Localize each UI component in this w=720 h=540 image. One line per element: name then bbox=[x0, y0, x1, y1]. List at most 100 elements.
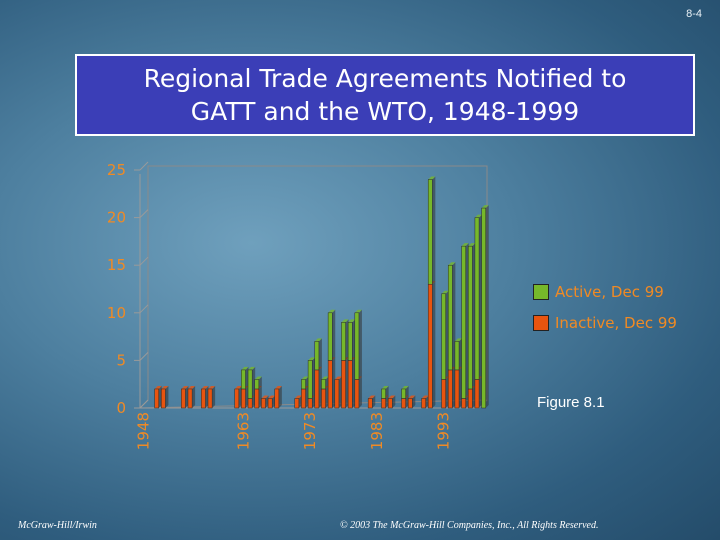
bar-active bbox=[321, 379, 326, 390]
bar-top-face bbox=[314, 338, 322, 342]
bar-side-face bbox=[258, 376, 262, 389]
bar-side-face bbox=[338, 376, 342, 408]
bar-top-face bbox=[428, 176, 436, 180]
bar-side-face bbox=[405, 395, 409, 408]
bar-top-face bbox=[248, 366, 256, 370]
bar-top-face bbox=[201, 385, 209, 389]
bar-active bbox=[347, 322, 353, 361]
bar-inactive bbox=[241, 388, 246, 409]
bar-active bbox=[301, 379, 306, 390]
figure-label: Figure 8.1 bbox=[537, 394, 605, 411]
legend-swatch-active bbox=[533, 284, 549, 300]
bar-top-face bbox=[207, 385, 216, 389]
bar-inactive bbox=[401, 398, 406, 409]
y-tick-label: 0 bbox=[116, 399, 126, 417]
bar-side-face bbox=[479, 376, 483, 408]
bar-inactive bbox=[321, 388, 326, 409]
y-tick-depth bbox=[139, 352, 149, 361]
bar-top-face bbox=[294, 395, 302, 399]
bar-side-face bbox=[432, 176, 436, 285]
bar-side-face bbox=[385, 395, 389, 408]
bar-top-face bbox=[381, 385, 389, 389]
bar-side-face bbox=[158, 385, 162, 408]
y-tick-depth bbox=[139, 399, 149, 409]
x-tick-label: 1993 bbox=[435, 412, 453, 450]
bar-side-face bbox=[352, 357, 356, 408]
bar-inactive bbox=[334, 379, 340, 409]
bar-inactive bbox=[247, 398, 253, 409]
bar-side-face bbox=[358, 309, 362, 380]
bar-top-face bbox=[454, 338, 463, 342]
bar-side-face bbox=[305, 376, 309, 389]
y-tick-label: 15 bbox=[107, 256, 126, 274]
bar-inactive bbox=[181, 388, 186, 409]
bar-top-face bbox=[401, 385, 409, 389]
bar-side-face bbox=[278, 385, 282, 408]
legend-label-inactive: Inactive, Dec 99 bbox=[555, 314, 677, 332]
bar-inactive bbox=[387, 398, 393, 409]
bar-inactive bbox=[154, 388, 160, 409]
bar-active bbox=[447, 264, 453, 371]
bar-top-face bbox=[468, 243, 476, 247]
bar-side-face bbox=[238, 385, 242, 408]
bar-side-face bbox=[392, 395, 396, 408]
bar-inactive bbox=[381, 398, 386, 409]
bar-side-face bbox=[325, 376, 329, 389]
bar-side-face bbox=[252, 366, 256, 399]
bar-active bbox=[461, 245, 466, 399]
bar-active bbox=[327, 312, 333, 361]
bar-side-face bbox=[432, 281, 436, 408]
bar-active bbox=[241, 369, 246, 390]
bar-active bbox=[341, 322, 346, 361]
bar-inactive bbox=[447, 369, 453, 409]
bar-inactive bbox=[461, 398, 466, 409]
bar-top-face bbox=[408, 395, 416, 399]
legend-label-active: Active, Dec 99 bbox=[555, 283, 664, 301]
bar-side-face bbox=[305, 385, 309, 408]
y-tick-label: 25 bbox=[107, 161, 126, 179]
bar-inactive bbox=[187, 388, 193, 409]
bar-side-face bbox=[459, 338, 463, 370]
legend-swatch-inactive bbox=[533, 315, 549, 331]
bar-active bbox=[467, 245, 473, 390]
bar-side-face bbox=[472, 385, 476, 408]
bar-side-face bbox=[405, 385, 409, 399]
y-tick-label: 5 bbox=[116, 351, 126, 369]
bar-active bbox=[427, 179, 433, 285]
bar-top-face bbox=[448, 262, 456, 266]
bar-top-face bbox=[161, 385, 169, 389]
bar-active bbox=[314, 341, 320, 371]
bar-top-face bbox=[181, 385, 189, 389]
bar-active bbox=[381, 388, 386, 399]
title-box: Regional Trade Agreements Notified to GA… bbox=[75, 54, 695, 136]
bar-top-face bbox=[388, 395, 396, 399]
bar-side-face bbox=[358, 376, 362, 408]
bar-top-face bbox=[348, 319, 356, 323]
footer-publisher: McGraw-Hill/Irwin bbox=[18, 520, 97, 531]
y-tick-depth bbox=[139, 209, 149, 218]
bar-top-face bbox=[334, 376, 342, 380]
bar-top-face bbox=[187, 385, 196, 389]
bar-active bbox=[441, 293, 446, 380]
bar-top-face bbox=[321, 376, 329, 380]
bar-side-face bbox=[265, 395, 269, 408]
bar-side-face bbox=[345, 319, 349, 361]
bar-top-face bbox=[268, 395, 276, 399]
bar-top-face bbox=[234, 385, 242, 389]
bar-inactive bbox=[327, 360, 333, 409]
bar-inactive bbox=[307, 398, 313, 409]
bar-side-face bbox=[372, 395, 376, 408]
bar-side-face bbox=[185, 385, 189, 408]
bar-top-face bbox=[328, 309, 336, 313]
bar-side-face bbox=[485, 205, 489, 408]
bar-top-face bbox=[368, 395, 376, 399]
bar-side-face bbox=[332, 357, 336, 408]
bar-side-face bbox=[352, 319, 356, 361]
bar-active bbox=[254, 379, 260, 390]
bar-side-face bbox=[445, 376, 449, 408]
bar-top-face bbox=[301, 376, 309, 380]
bar-side-face bbox=[245, 366, 249, 389]
y-tick-depth bbox=[139, 256, 149, 266]
bar-top-face bbox=[354, 309, 362, 313]
